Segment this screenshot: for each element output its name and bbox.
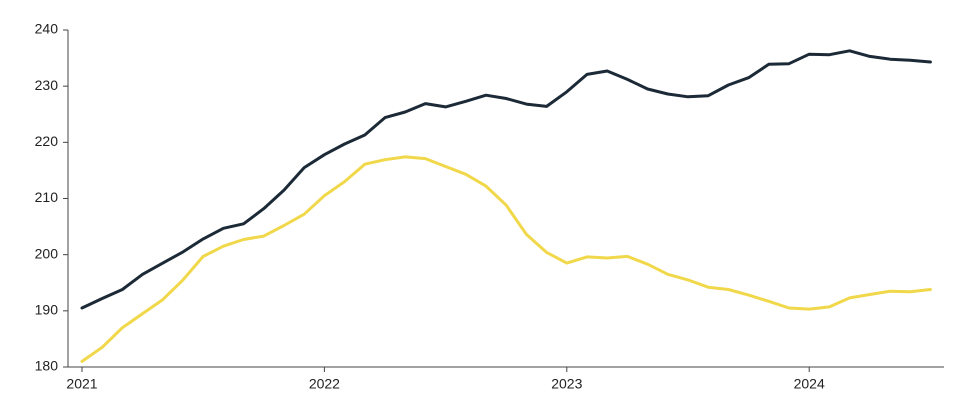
y-tick-label: 200 xyxy=(35,245,59,261)
series-line xyxy=(80,49,932,310)
y-tick-label: 210 xyxy=(35,189,59,205)
x-tick-label: 2023 xyxy=(551,376,582,392)
x-tick-label: 2024 xyxy=(794,376,825,392)
x-tick-label: 2021 xyxy=(66,376,97,392)
y-tick-label: 230 xyxy=(35,77,59,93)
y-tick-label: 180 xyxy=(35,358,59,374)
y-tick-label: 240 xyxy=(35,21,59,37)
x-tick-label: 2022 xyxy=(309,376,340,392)
series-line xyxy=(80,155,932,363)
y-tick-label: 220 xyxy=(35,133,59,149)
y-tick-label: 190 xyxy=(35,302,59,318)
